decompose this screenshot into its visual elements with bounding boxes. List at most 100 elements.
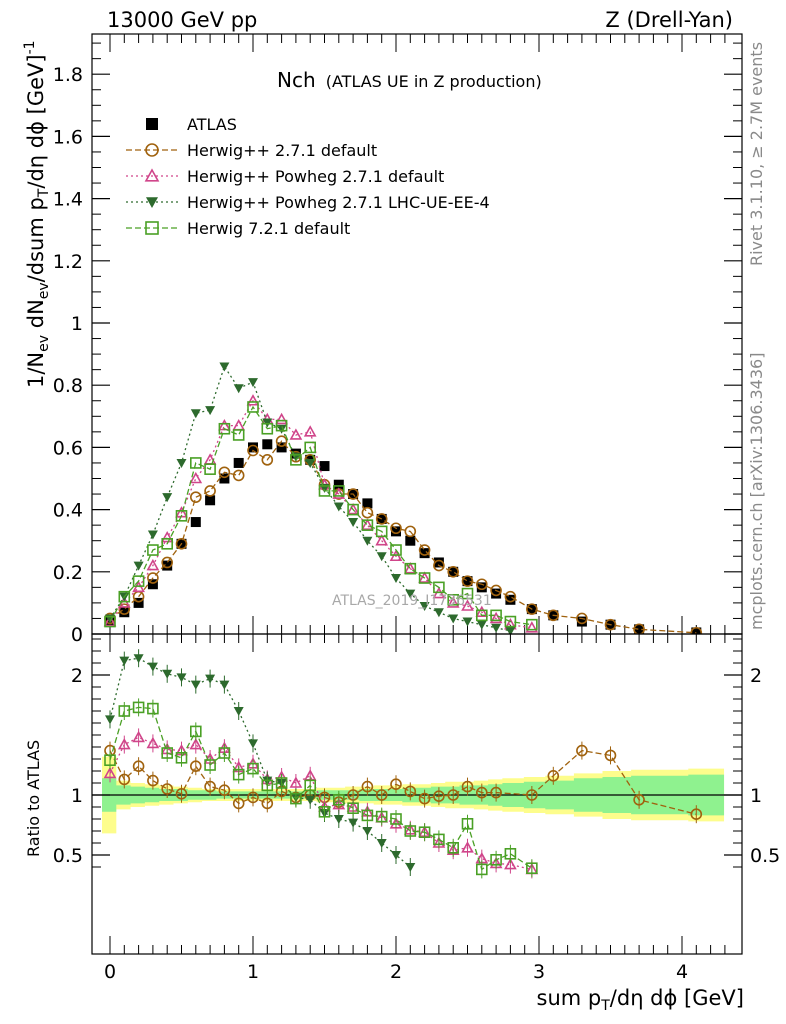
data-point <box>475 605 489 618</box>
data-point <box>447 593 460 606</box>
data-point <box>691 627 702 634</box>
ratio-point <box>333 815 344 824</box>
y-tick-label: 0.2 <box>53 562 83 584</box>
data-point <box>405 535 416 546</box>
data-point <box>504 590 517 603</box>
mcplots-label: mcplots.cern.ch [arXiv:1306.3436] <box>747 353 766 630</box>
x-tick-label: 3 <box>533 961 545 983</box>
ratio-point <box>490 853 502 866</box>
data-point <box>462 576 473 587</box>
data-point <box>525 621 539 633</box>
data-point <box>119 607 130 618</box>
data-point <box>289 428 303 440</box>
series-line <box>109 440 697 634</box>
data-point <box>160 530 174 543</box>
rivet-label: Rivet 3.1.10, ≥ 2.7M events <box>747 42 766 266</box>
ratio-point <box>132 730 145 743</box>
ratio-series-herwig7 <box>104 698 538 879</box>
y-tick-label: 1.8 <box>53 64 83 86</box>
ratio-point <box>490 786 502 799</box>
data-point <box>490 584 502 597</box>
ratio-point <box>147 662 158 672</box>
data-point <box>418 572 431 584</box>
data-point <box>232 429 245 441</box>
ratio-point <box>190 680 201 690</box>
y-tick-label: 0.6 <box>53 437 83 459</box>
data-point <box>461 575 474 587</box>
data-point <box>404 562 417 575</box>
data-point <box>375 513 388 525</box>
ratio-series-herwig_default <box>104 741 703 824</box>
ratio-point <box>147 774 159 787</box>
data-point <box>375 525 388 538</box>
ratio-point <box>405 863 416 872</box>
data-point <box>147 572 159 584</box>
ratio-series-layer <box>103 649 703 879</box>
x-tick-label: 0 <box>104 961 116 983</box>
data-point <box>262 439 273 450</box>
data-point <box>205 495 216 506</box>
data-point <box>147 579 158 590</box>
data-point <box>275 412 288 425</box>
ratio-point <box>604 749 617 762</box>
data-point <box>147 530 158 540</box>
ratio-point <box>418 826 431 839</box>
ratio-point <box>290 792 302 805</box>
data-point <box>162 493 173 503</box>
data-point <box>489 611 503 624</box>
ratio-point <box>275 777 288 789</box>
data-point <box>146 558 160 571</box>
data-point <box>634 624 645 634</box>
ratio-point <box>404 785 417 798</box>
data-point <box>232 418 246 431</box>
data-point <box>375 534 389 546</box>
data-point <box>361 519 374 531</box>
y-tick-label: 0 <box>71 624 83 646</box>
ratio-y-axis-label: Ratio to ATLAS <box>24 740 43 857</box>
data-point <box>461 587 474 600</box>
data-point <box>133 597 144 608</box>
data-point <box>161 556 173 569</box>
data-point <box>490 609 502 622</box>
data-point <box>390 544 402 556</box>
data-point <box>161 538 173 550</box>
data-point <box>275 419 288 432</box>
ratio-point <box>318 805 331 818</box>
data-point <box>448 614 459 624</box>
ratio-y-tick-label: 1 <box>71 785 83 807</box>
series-herwig7 <box>104 401 538 631</box>
data-point <box>190 409 201 419</box>
ratio-series-powheg_lhc <box>105 649 416 876</box>
data-point <box>290 454 302 466</box>
data-point <box>433 557 444 568</box>
ratio-point <box>447 841 460 854</box>
ratio-point <box>162 669 173 679</box>
main-series-layer <box>103 362 703 634</box>
legend-marker <box>146 118 158 130</box>
ratio-point <box>347 802 359 815</box>
data-point <box>526 603 538 615</box>
plot-title-main: Nch <box>277 68 316 92</box>
data-point <box>576 612 588 625</box>
data-point <box>190 457 202 469</box>
ratio-point <box>247 762 259 775</box>
ratio-panel-frame <box>91 633 743 955</box>
ratio-point <box>504 847 517 860</box>
ratio-point <box>189 737 203 750</box>
ratio-point <box>526 862 538 875</box>
ratio-point <box>447 789 460 801</box>
ratio-point <box>504 857 517 870</box>
ratio-point <box>118 773 131 786</box>
ratio-point <box>362 827 373 836</box>
ratio-ticks: 0.5 0.5 1 1 2 2 0 1 2 3 4 <box>53 634 780 983</box>
data-point <box>690 626 703 634</box>
data-point <box>318 485 331 497</box>
ratio-point <box>305 795 316 805</box>
data-point <box>276 424 287 434</box>
data-point <box>204 463 216 475</box>
data-point <box>405 589 416 599</box>
ratio-point <box>248 739 258 749</box>
ratio-point <box>119 656 130 666</box>
ratio-point <box>147 702 159 715</box>
data-point <box>261 454 274 466</box>
